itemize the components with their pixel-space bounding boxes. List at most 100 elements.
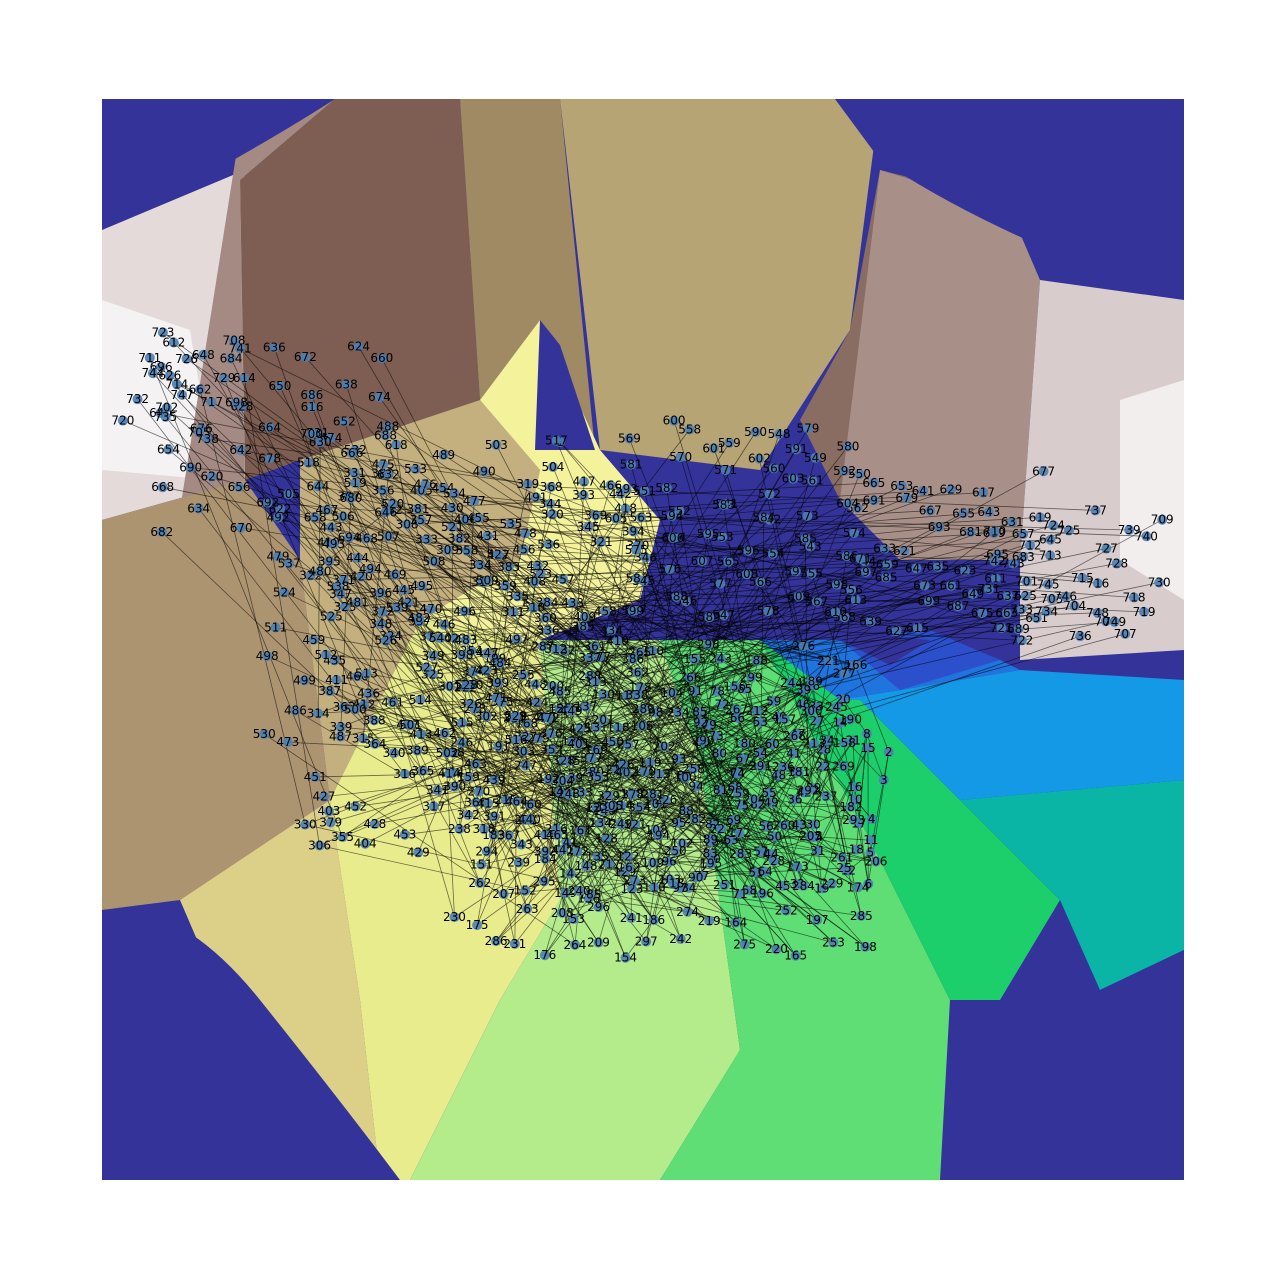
node-525-label: 525 [320, 610, 343, 624]
edge-743-to-371 [343, 563, 1014, 581]
node-450-label: 450 [601, 735, 624, 749]
node-229-marker [826, 878, 837, 889]
node-148-label: 148 [575, 859, 598, 873]
node-605-label: 605 [605, 511, 628, 525]
node-361-marker [589, 641, 600, 652]
node-28-marker [818, 744, 829, 755]
node-75-marker [736, 800, 747, 811]
node-469-label: 469 [384, 568, 407, 582]
edge-671-to-335 [517, 558, 861, 597]
node-71-label: 71 [732, 887, 747, 901]
edge-284-to-141 [566, 842, 804, 887]
edge-330-to-164 [305, 824, 736, 923]
node-316-marker [399, 768, 410, 779]
node-259-marker [733, 788, 744, 799]
node-577-label: 577 [709, 576, 732, 590]
node-165-marker [790, 950, 801, 961]
node-738-marker [202, 433, 213, 444]
node-505-label: 505 [277, 487, 300, 501]
node-737-label: 737 [1084, 503, 1107, 517]
node-275-marker [739, 939, 750, 950]
node-480-marker [315, 566, 326, 577]
node-598-label: 598 [825, 578, 848, 592]
node-445-marker [398, 585, 409, 596]
node-558-label: 558 [678, 423, 701, 437]
node-608-label: 608 [735, 567, 758, 581]
node-159-marker [463, 772, 474, 783]
node-459-marker [308, 634, 319, 645]
node-744-label: 744 [142, 366, 165, 380]
edge-382-to-190 [459, 538, 851, 720]
node-363-marker [339, 701, 350, 712]
node-620-label: 620 [201, 470, 224, 484]
edge-569-to-284 [629, 438, 804, 886]
node-656-label: 656 [228, 480, 251, 494]
edge-718-to-358 [466, 550, 1135, 598]
node-321-label: 321 [590, 535, 613, 549]
node-295-marker [539, 876, 550, 887]
edge-645-to-322 [310, 539, 1051, 576]
node-371-marker [338, 574, 349, 585]
edge-648-to-323 [202, 354, 346, 607]
node-303-label: 303 [512, 744, 535, 758]
node-427-marker [318, 791, 329, 802]
node-688-marker [380, 430, 391, 441]
node-243-marker [715, 653, 726, 664]
node-443-label: 443 [320, 520, 343, 534]
node-349-marker [428, 650, 439, 661]
node-612-marker [168, 337, 179, 348]
node-123-marker [626, 883, 637, 894]
node-95-label: 95 [671, 816, 686, 830]
node-200-marker [547, 681, 558, 692]
edge-306-to-152 [319, 845, 526, 892]
node-597-marker [790, 566, 801, 577]
node-494-label: 494 [359, 562, 382, 576]
edge-689-to-344 [549, 503, 1019, 630]
node-119-label: 119 [639, 755, 662, 769]
node-365-marker [417, 765, 428, 776]
node-399-marker [492, 677, 503, 688]
node-51-label: 51 [748, 865, 763, 879]
node-512-marker [320, 649, 331, 660]
node-444-marker [352, 553, 363, 564]
node-684-marker [226, 353, 237, 364]
node-509-marker [482, 575, 493, 586]
node-330-marker [300, 819, 311, 830]
node-18-marker [851, 844, 862, 855]
node-504-marker [547, 462, 558, 473]
node-354-marker [634, 802, 645, 813]
node-521-marker [447, 521, 458, 532]
node-481-marker [352, 597, 363, 608]
node-387-label: 387 [318, 684, 341, 698]
node-287-label: 287 [531, 640, 554, 654]
node-555-marker [806, 568, 817, 579]
node-219-marker [704, 915, 715, 926]
node-622-label: 622 [269, 502, 292, 516]
node-702-label: 702 [155, 401, 178, 415]
node-655-label: 655 [952, 506, 975, 520]
node-30-label: 30 [806, 818, 821, 832]
node-43-marker [794, 819, 805, 830]
node-236-marker [778, 762, 789, 773]
node-449-label: 449 [560, 704, 583, 718]
node-445-label: 445 [392, 583, 415, 597]
node-593-marker [621, 483, 632, 494]
node-734-label: 734 [1035, 604, 1058, 618]
node-530-marker [259, 729, 270, 740]
node-186-marker [648, 915, 659, 926]
node-423-marker [481, 665, 492, 676]
node-490-label: 490 [473, 464, 496, 478]
node-723-label: 723 [151, 325, 174, 339]
node-148-marker [581, 861, 592, 872]
node-104-label: 104 [661, 686, 684, 700]
node-523-marker [535, 568, 546, 579]
node-697-marker [860, 566, 871, 577]
edge-120-to-59 [631, 701, 774, 795]
node-688-label: 688 [374, 428, 397, 442]
node-22-label: 22 [815, 759, 830, 773]
node-595-label: 595 [697, 527, 720, 541]
node-648-label: 648 [192, 348, 215, 362]
node-498-label: 498 [256, 649, 279, 663]
edge-744-to-371 [152, 372, 344, 581]
node-565-marker [723, 556, 734, 567]
